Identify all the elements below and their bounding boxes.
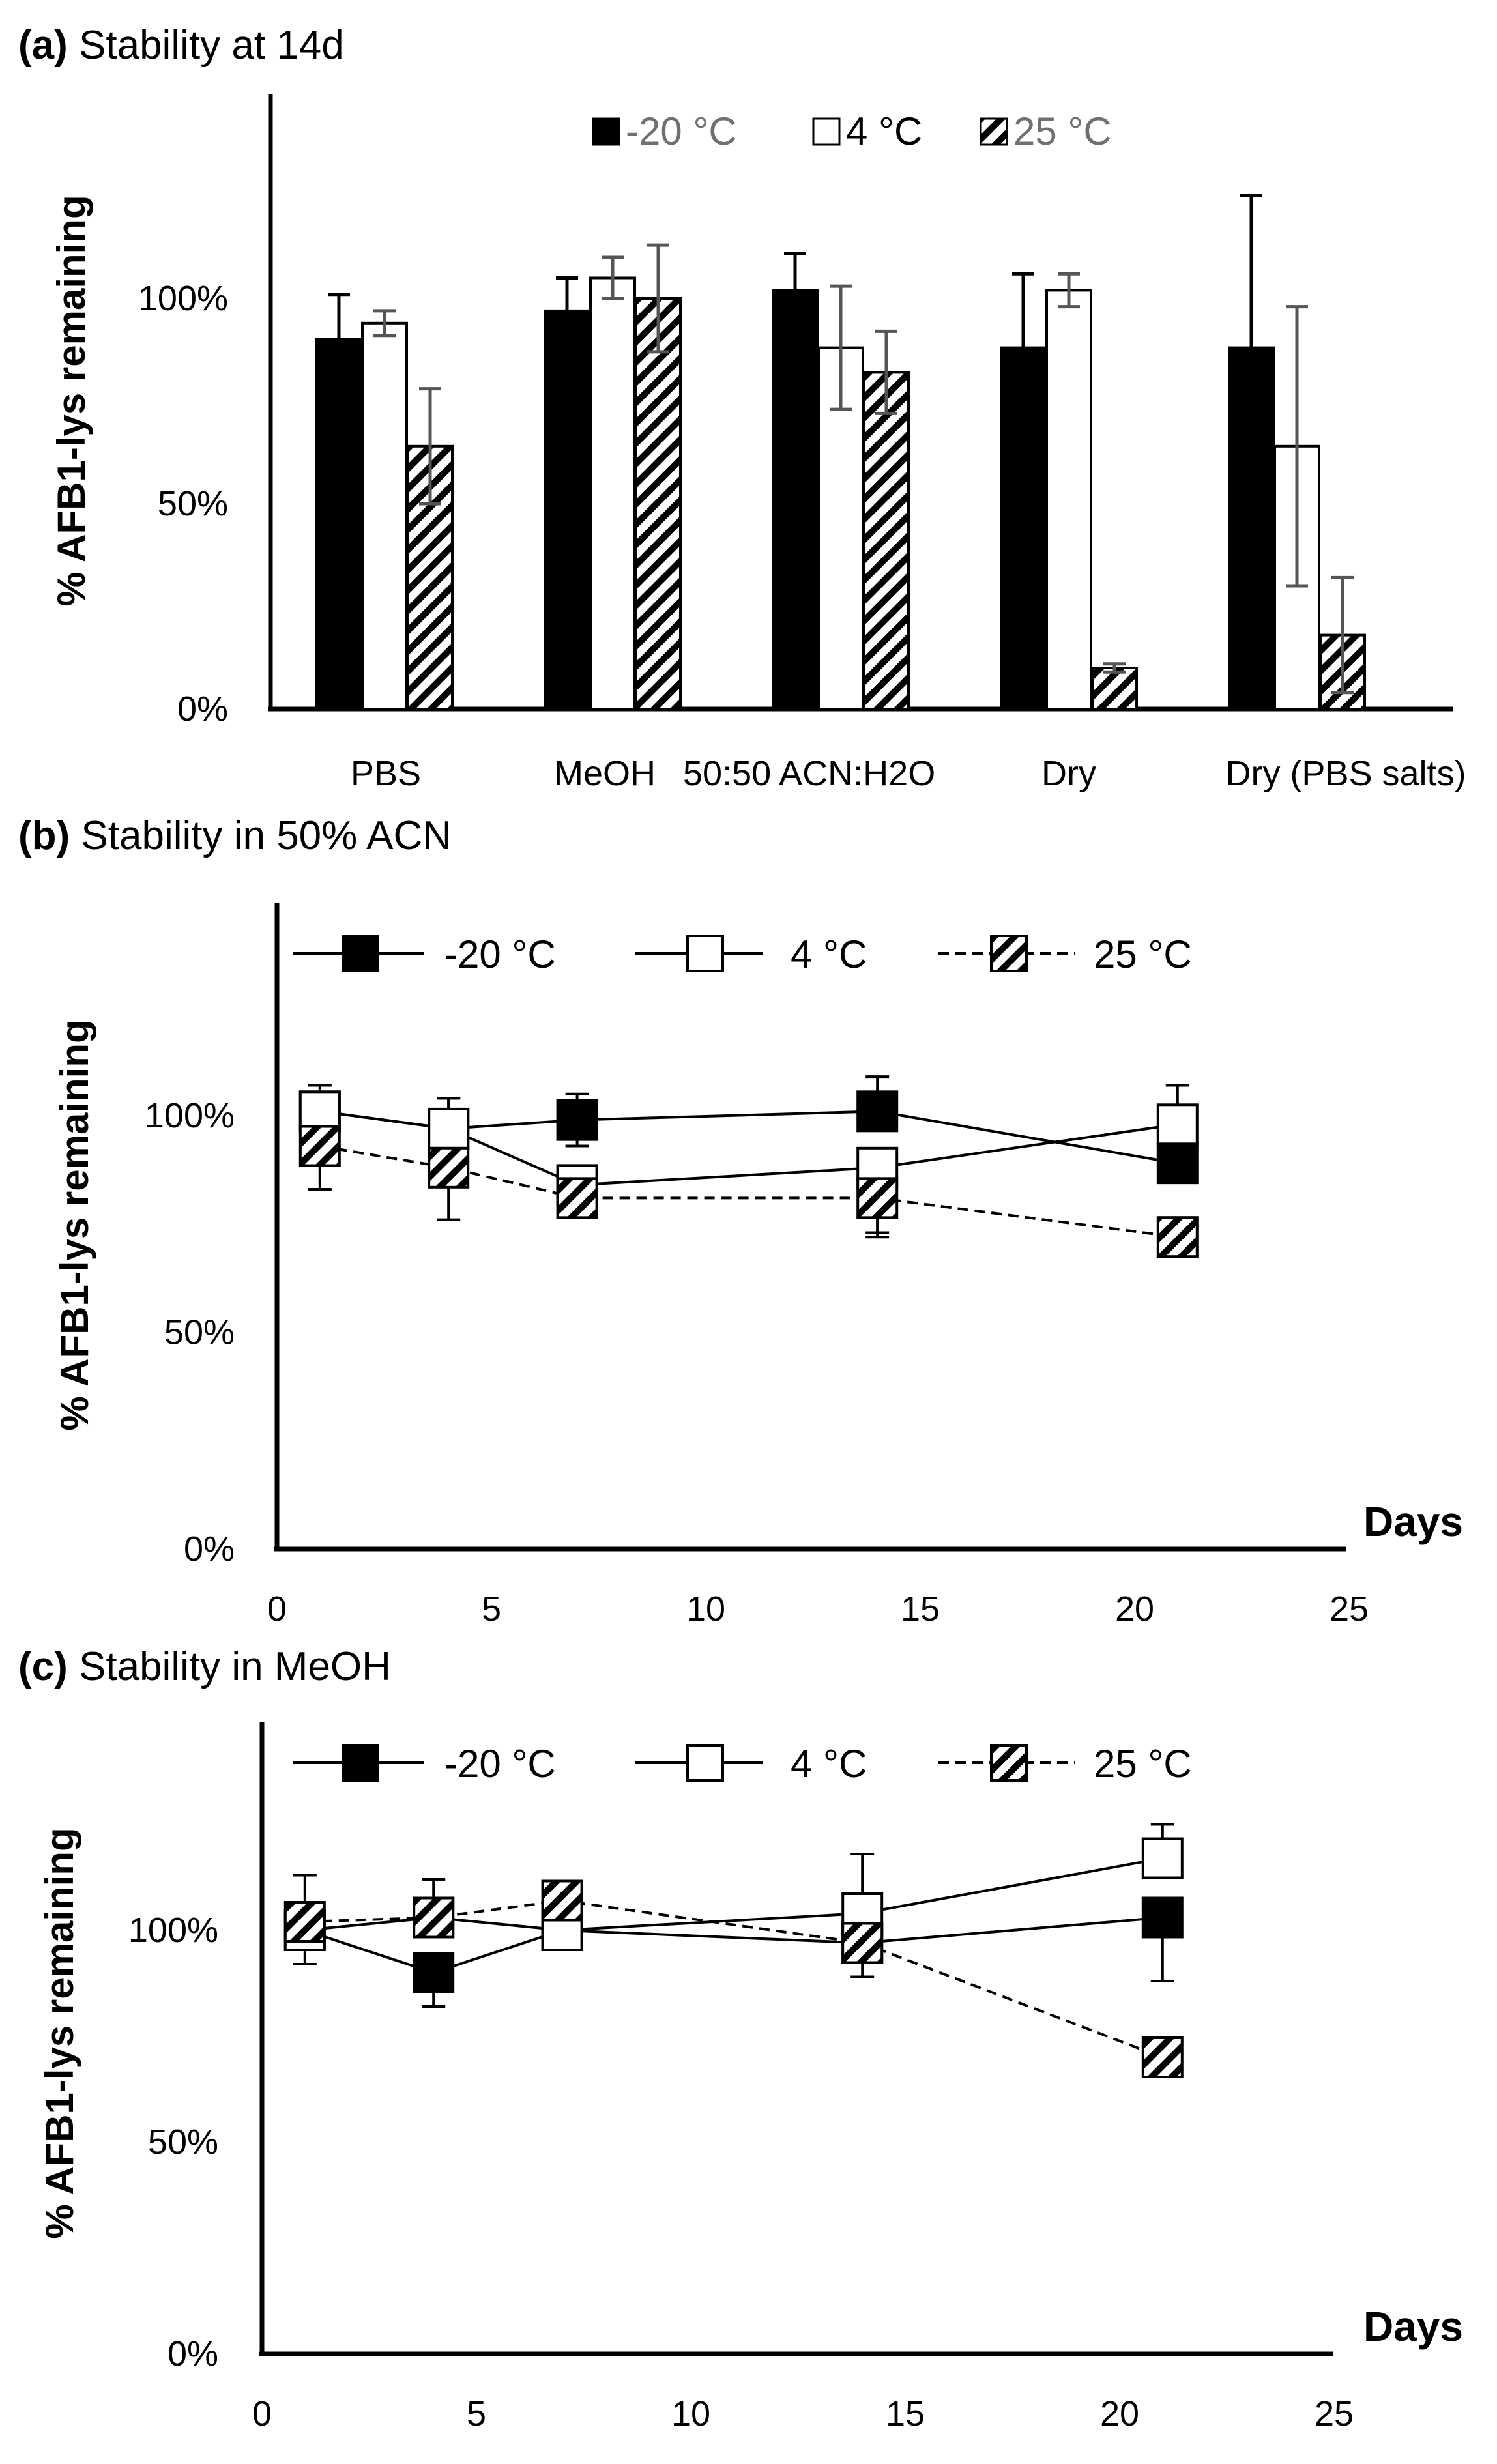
data-point [298,1125,341,1167]
x-axis-title: Days [1363,2303,1463,2350]
data-point [298,1090,341,1133]
panel-a: (a) Stability at 14d 0% 50% 100% % AFB1-lys … [18,23,1466,793]
data-point [841,1922,884,1964]
x-tick-label: 25 [1315,2394,1354,2433]
panel-a-label: (a) [18,23,68,68]
data-point [428,1107,470,1150]
bar [635,297,682,710]
bar [1045,289,1092,710]
legend-label: -20 °C [444,1742,556,1786]
data-point [1141,2036,1184,2078]
x-category-label: 50:50 ACN:H2O [683,754,935,793]
y-tick-label: 100% [138,279,228,318]
legend-marker [990,1744,1028,1782]
legend-marker [342,935,379,972]
x-category-label: Dry [1041,754,1096,793]
y-tick-label: 50% [158,484,228,523]
data-point [556,1177,598,1219]
x-tick-label: 15 [901,1589,940,1629]
legend-swatch [980,117,1008,146]
bar [863,371,910,710]
panel-c-title-text: Stability in MeOH [68,1644,391,1689]
data-point [428,1146,470,1189]
y-axis-title: % AFB1-lys remaining [50,195,93,606]
panel-b: (b) Stability in 50% ACN 0% 50% 100% 0 5 10 15 2… [18,813,1463,1629]
x-tick-label: 0 [267,1589,287,1629]
panel-a-title: (a) Stability at 14d [18,23,344,68]
legend-label: 4 °C [791,933,867,976]
x-tick-label: 20 [1100,2394,1139,2433]
bar [361,321,408,710]
bar [544,309,590,710]
data-point [1156,1142,1199,1185]
legend-marker [686,1744,724,1782]
legend-marker [990,935,1028,972]
data-point [1156,1103,1199,1146]
y-tick-label: 100% [145,1096,235,1135]
data-point [856,1090,899,1133]
y-axis-title: % AFB1-lys remaining [53,1019,96,1430]
x-tick-label: 5 [467,2394,486,2433]
y-tick-label: 0% [167,2334,218,2373]
data-point [1141,1837,1184,1879]
y-tick-label: 100% [128,1911,218,1950]
y-tick-label: 0% [177,689,228,729]
data-point [1156,1216,1199,1258]
panel-c: (c) Stability in MeOH 0% 50% 100% 0 5 10 15 20 25… [18,1644,1463,2433]
bar [772,289,819,710]
panel-a-title-text: Stability at 14d [68,23,344,68]
data-point [283,1901,326,1943]
legend-label: 4 °C [791,1742,867,1786]
legend-label: -20 °C [444,933,556,976]
legend-label: 4 °C [846,109,922,153]
legend-swatch [812,117,841,146]
x-tick-label: 20 [1115,1589,1154,1629]
x-category-label: Dry (PBS salts) [1225,754,1466,793]
y-axis-title: % AFB1-lys remaining [38,1827,81,2239]
x-tick-label: 10 [671,2394,710,2433]
data-point [541,1879,583,1922]
y-tick-label: 50% [164,1313,235,1352]
data-point [413,1896,455,1939]
legend-label: 25 °C [1094,1742,1192,1786]
bar [315,338,362,710]
x-tick-label: 25 [1330,1589,1369,1629]
data-point [413,1952,455,1993]
legend-swatch [592,117,620,146]
legend-marker [342,1744,379,1782]
x-category-label: PBS [351,754,421,793]
panel-c-label: (c) [18,1644,68,1689]
data-point [1141,1896,1184,1939]
x-category-label: MeOH [554,754,656,793]
legend-label: 25 °C [1013,109,1112,153]
bar [589,276,636,710]
legend-label: -20 °C [626,109,737,153]
panel-b-title: (b) Stability in 50% ACN [18,813,452,858]
x-tick-label: 15 [886,2394,925,2433]
panel-b-label: (b) [18,813,70,858]
panel-c-title: (c) Stability in MeOH [18,1644,391,1689]
legend-label: 25 °C [1094,933,1192,976]
x-axis-title: Days [1363,1498,1463,1545]
data-point [556,1099,598,1141]
y-tick-label: 0% [184,1529,235,1569]
x-tick-label: 0 [252,2394,272,2433]
data-point [856,1177,899,1219]
x-tick-label: 5 [482,1589,501,1629]
y-tick-label: 50% [148,2123,218,2162]
legend-marker [686,935,724,972]
x-tick-label: 10 [686,1589,725,1629]
panel-b-title-text: Stability in 50% ACN [70,813,452,858]
bar [1091,667,1138,710]
